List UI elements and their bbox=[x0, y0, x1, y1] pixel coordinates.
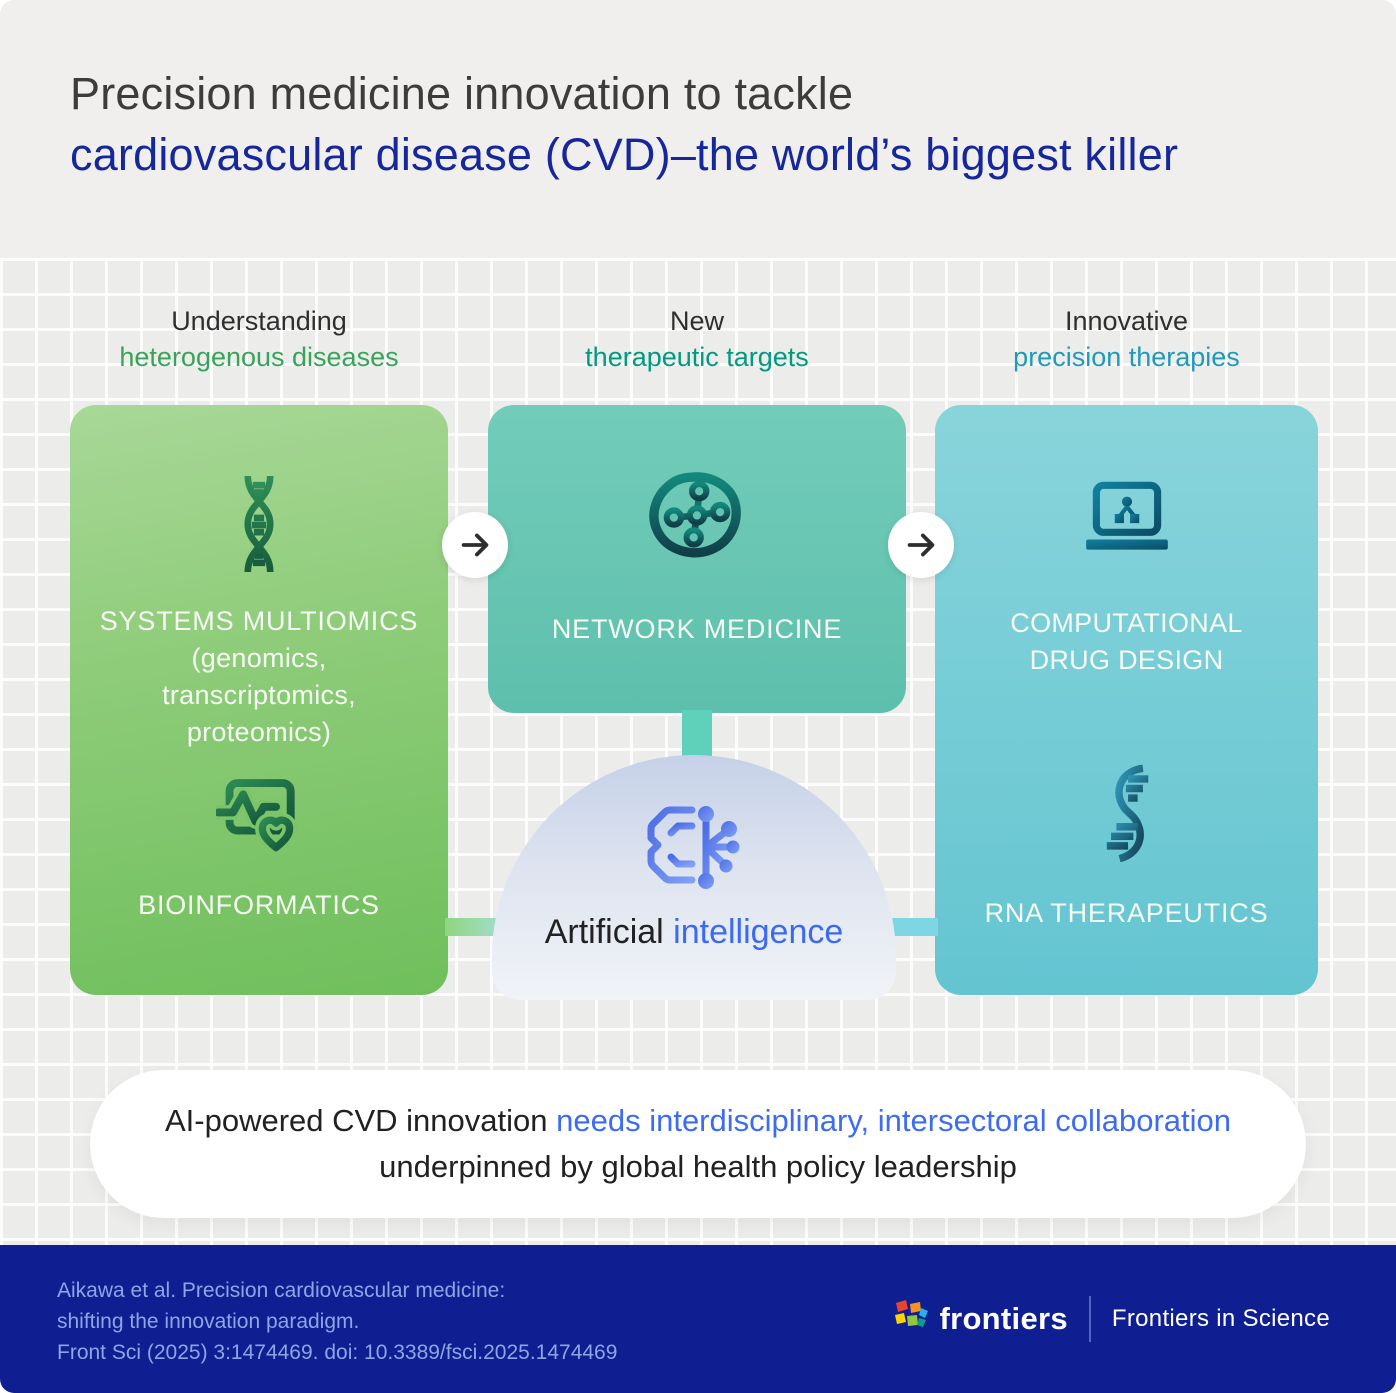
ai-label-word2: intelligence bbox=[673, 913, 844, 951]
citation-line2: shifting the innovation paradigm. bbox=[57, 1310, 360, 1333]
page-title: Precision medicine innovation to tackle … bbox=[70, 63, 1178, 185]
network-molecule-icon bbox=[642, 467, 752, 582]
citation-line1: Aikawa et al. Precision cardiovascular m… bbox=[57, 1279, 506, 1302]
card-precision-therapies: COMPUTATIONAL DRUG DESIGN RNA THERAPEUTI… bbox=[935, 405, 1318, 995]
footer-bar: Aikawa et al. Precision cardiovascular m… bbox=[0, 1245, 1396, 1393]
journal-name: Frontiers in Science bbox=[1111, 1305, 1330, 1332]
title-line-1: Precision medicine innovation to tackle bbox=[70, 68, 854, 119]
conclusion-banner: AI-powered CVD innovation needs interdis… bbox=[90, 1070, 1306, 1218]
laptop-molecule-icon bbox=[1078, 479, 1176, 560]
column-header-understanding: Understanding heterogenous diseases bbox=[70, 303, 448, 375]
brand-divider bbox=[1088, 1296, 1091, 1342]
frontiers-logo-icon bbox=[890, 1297, 930, 1342]
card-systems-multiomics: SYSTEMS MULTIOMICS (genomics, transcript… bbox=[70, 405, 448, 995]
citation-line3: Front Sci (2025) 3:1474469. doi: 10.3389… bbox=[57, 1341, 618, 1364]
card-label: RNA THERAPEUTICS bbox=[935, 895, 1318, 932]
conclusion-part2: underpinned by global health policy lead… bbox=[379, 1149, 1017, 1184]
dna-icon bbox=[226, 473, 292, 580]
column-header-line1: New bbox=[669, 306, 724, 336]
column-header-line2: heterogenous diseases bbox=[119, 342, 399, 372]
card-subtitle: (genomics, transcriptomics, proteomics) bbox=[162, 643, 356, 747]
column-header-line2: precision therapies bbox=[1013, 342, 1240, 372]
column-header-line1: Understanding bbox=[171, 306, 347, 336]
frontiers-brand: frontiers Frontiers in Science bbox=[890, 1245, 1330, 1393]
card-label: NETWORK MEDICINE bbox=[488, 611, 906, 648]
conclusion-part1: AI-powered CVD innovation bbox=[164, 1103, 557, 1138]
title-line-2: cardiovascular disease (CVD)–the world’s… bbox=[70, 129, 1179, 180]
column-header-new-targets: New therapeutic targets bbox=[488, 303, 906, 375]
card-title: BIOINFORMATICS bbox=[138, 890, 380, 920]
ai-label: Artificial intelligence bbox=[492, 913, 896, 952]
card-title: NETWORK MEDICINE bbox=[551, 614, 843, 644]
rna-helix-icon bbox=[1092, 763, 1162, 870]
column-header-innovative: Innovative precision therapies bbox=[935, 303, 1318, 375]
arrow-right-icon bbox=[442, 512, 508, 578]
card-label: COMPUTATIONAL DRUG DESIGN bbox=[935, 605, 1318, 679]
card-title: RNA THERAPEUTICS bbox=[984, 898, 1269, 928]
connector-network-to-ai bbox=[682, 710, 712, 762]
ai-brain-network-icon bbox=[638, 799, 750, 904]
citation: Aikawa et al. Precision cardiovascular m… bbox=[57, 1275, 617, 1368]
card-network-medicine: NETWORK MEDICINE bbox=[488, 405, 906, 713]
conclusion-highlight: needs interdisciplinary, intersectoral c… bbox=[556, 1103, 1232, 1138]
column-header-line1: Innovative bbox=[1064, 306, 1189, 336]
card-label: BIOINFORMATICS bbox=[70, 887, 448, 924]
card-title: SYSTEMS MULTIOMICS bbox=[99, 606, 419, 636]
connector-bioinformatics-to-ai bbox=[445, 918, 501, 936]
card-title: COMPUTATIONAL DRUG DESIGN bbox=[1010, 608, 1243, 675]
frontiers-wordmark: frontiers bbox=[939, 1301, 1068, 1336]
health-monitor-pulse-heart-icon bbox=[210, 777, 302, 862]
column-header-line2: therapeutic targets bbox=[585, 342, 809, 372]
connector-ai-to-rna bbox=[889, 918, 938, 936]
arrow-right-icon bbox=[888, 512, 954, 578]
card-label: SYSTEMS MULTIOMICS (genomics, transcript… bbox=[70, 603, 448, 751]
ai-label-word1: Artificial bbox=[544, 913, 664, 951]
conclusion-text: AI-powered CVD innovation needs interdis… bbox=[158, 1098, 1238, 1190]
